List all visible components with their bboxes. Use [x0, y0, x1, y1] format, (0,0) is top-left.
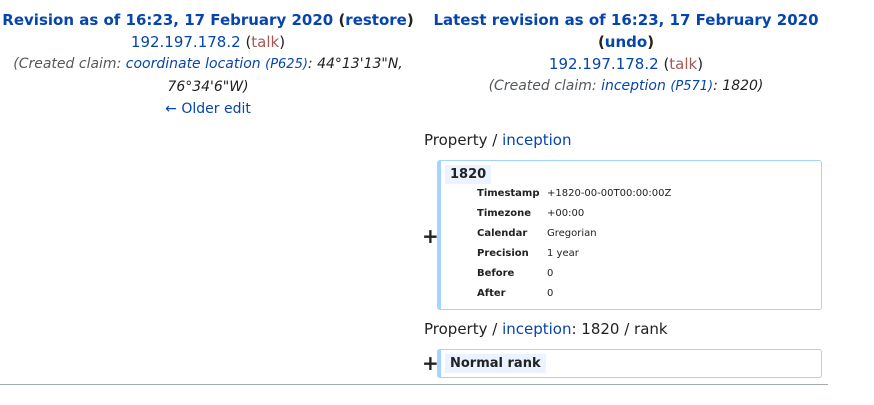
detail-value: +1820-00-00T00:00:00Z	[547, 188, 672, 199]
older-edit-link[interactable]: ← Older edit	[165, 101, 251, 117]
old-edit-summary: (Created claim: coordinate location (P62…	[0, 53, 416, 98]
added-marker-icon: +	[422, 224, 439, 248]
detail-key: After	[477, 288, 506, 299]
paren-close: )	[279, 33, 286, 51]
old-revision-user-line: 192.197.178.2 (talk)	[0, 31, 416, 53]
detail-key: Before	[477, 268, 515, 279]
property-inception-heading: Property / inception	[424, 131, 571, 149]
latest-revision-title-line: Latest revision as of 16:23, 17 February…	[424, 9, 828, 31]
p625-link[interactable]: (P625)	[265, 57, 308, 72]
detail-key: Calendar	[477, 228, 528, 239]
paren-open: (	[663, 55, 670, 73]
added-marker-icon: +	[422, 351, 439, 375]
rank-value: Normal rank	[445, 354, 546, 373]
paren-close: )	[406, 11, 414, 29]
detail-row-timezone: Timezone +00:00	[477, 204, 671, 224]
detail-value: +00:00	[547, 208, 585, 219]
undo-line: (undo)	[424, 31, 828, 53]
detail-row-after: After 0	[477, 284, 671, 304]
detail-value: 1 year	[547, 248, 579, 259]
detail-row-precision: Precision 1 year	[477, 244, 671, 264]
property-prefix: Property /	[424, 131, 503, 149]
paren-open: (	[338, 11, 346, 29]
detail-key: Timestamp	[477, 188, 540, 199]
detail-row-timestamp: Timestamp +1820-00-00T00:00:00Z	[477, 184, 671, 204]
detail-value: Gregorian	[547, 228, 597, 239]
undo-link[interactable]: undo	[604, 33, 648, 51]
latest-revision-link[interactable]: Latest revision as of 16:23, 17 February…	[433, 11, 819, 29]
diff-bottom-divider	[0, 384, 828, 385]
restore-link[interactable]: restore	[345, 11, 407, 29]
paren-open: (	[597, 33, 605, 51]
inception-details: Timestamp +1820-00-00T00:00:00Z Timezone +…	[477, 184, 671, 304]
latest-talk-link[interactable]: talk	[669, 55, 698, 73]
older-edit-line: ← Older edit	[0, 98, 416, 120]
latest-summary-prefix: (Created claim:	[488, 78, 597, 94]
latest-revision-header: Latest revision as of 16:23, 17 February…	[424, 0, 828, 98]
inception-value: 1820	[445, 165, 492, 184]
rank-heading-suffix: : 1820 / rank	[571, 320, 668, 338]
old-talk-link[interactable]: talk	[251, 33, 280, 51]
old-revision-link[interactable]: Revision as of 16:23, 17 February 2020	[2, 11, 334, 29]
old-revision-title-line: Revision as of 16:23, 17 February 2020 (…	[0, 9, 416, 31]
coordinate-location-link[interactable]: coordinate location	[125, 56, 261, 72]
latest-revision-user-line: 192.197.178.2 (talk)	[424, 53, 828, 75]
latest-summary-value: : 1820)	[713, 78, 764, 94]
old-summary-value-2: 76°34'6"W)	[167, 79, 249, 95]
paren-close: )	[647, 33, 655, 51]
detail-value: 0	[547, 288, 554, 299]
detail-row-before: Before 0	[477, 264, 671, 284]
p571-link[interactable]: (P571)	[670, 79, 714, 94]
inception-value-box: 1820 Timestamp +1820-00-00T00:00:00Z Time…	[437, 160, 822, 310]
latest-edit-summary: (Created claim: inception (P571): 1820)	[424, 75, 828, 98]
old-user-ip-link[interactable]: 192.197.178.2	[130, 33, 241, 51]
rank-value-box: Normal rank	[437, 349, 822, 378]
inception-rank-property-link[interactable]: inception	[502, 320, 572, 338]
inception-summary-link[interactable]: inception	[601, 78, 666, 94]
detail-key: Precision	[477, 248, 529, 259]
detail-row-calendar: Calendar Gregorian	[477, 224, 671, 244]
old-summary-value-1: : 44°13'13"N,	[307, 56, 403, 72]
old-revision-header: Revision as of 16:23, 17 February 2020 (…	[0, 0, 416, 120]
paren-open: (	[245, 33, 252, 51]
property-rank-heading: Property / inception: 1820 / rank	[424, 320, 668, 338]
inception-property-link[interactable]: inception	[502, 131, 572, 149]
old-summary-prefix: (Created claim:	[13, 56, 122, 72]
detail-key: Timezone	[477, 208, 532, 219]
detail-value: 0	[547, 268, 554, 279]
property-prefix: Property /	[424, 320, 503, 338]
latest-user-ip-link[interactable]: 192.197.178.2	[548, 55, 659, 73]
paren-close: )	[697, 55, 704, 73]
